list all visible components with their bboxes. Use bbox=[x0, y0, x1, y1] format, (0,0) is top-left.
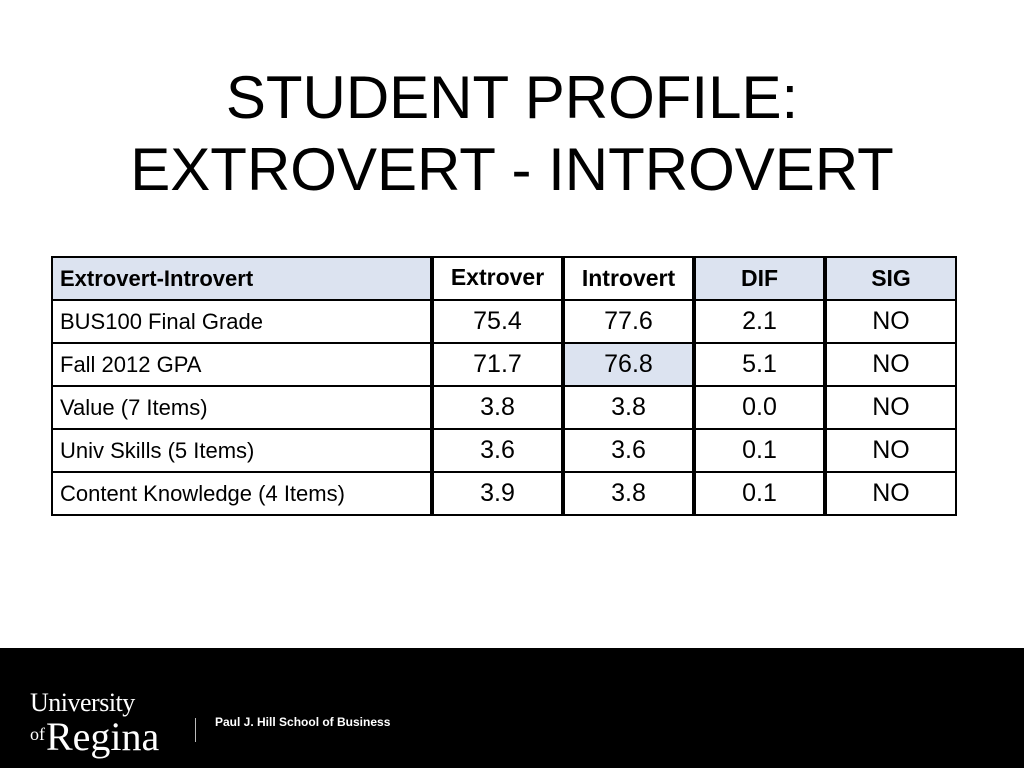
school-name: Paul J. Hill School of Business bbox=[215, 715, 391, 729]
table-row: Value (7 Items) 3.8 3.8 0.0 NO bbox=[51, 385, 957, 430]
cell-sig: NO bbox=[823, 428, 957, 473]
cell-dif: 0.0 bbox=[692, 385, 826, 430]
header-extrovert: Extrover bbox=[430, 256, 564, 301]
cell-sig: NO bbox=[823, 471, 957, 516]
row-label: Univ Skills (5 Items) bbox=[51, 428, 433, 473]
cell-dif: 2.1 bbox=[692, 299, 826, 344]
university-logo: University ofRegina bbox=[30, 690, 159, 757]
header-dif: DIF bbox=[692, 256, 826, 301]
slide-title-line-1: STUDENT PROFILE: bbox=[225, 64, 799, 131]
table-row: Fall 2012 GPA 71.7 76.8 5.1 NO bbox=[51, 342, 957, 387]
profile-table: Extrovert-Introvert Extrover Introvert D… bbox=[51, 256, 957, 516]
logo-of-text: of bbox=[30, 724, 45, 744]
slide-title: STUDENT PROFILE: EXTROVERT - INTROVERT bbox=[0, 62, 1024, 206]
cell-sig: NO bbox=[823, 299, 957, 344]
table-row: Content Knowledge (4 Items) 3.9 3.8 0.1 … bbox=[51, 471, 957, 516]
cell-dif: 5.1 bbox=[692, 342, 826, 387]
cell-introvert-highlighted: 76.8 bbox=[561, 342, 695, 387]
cell-extrovert: 3.9 bbox=[430, 471, 564, 516]
header-sig: SIG bbox=[823, 256, 957, 301]
logo-regina-line: ofRegina bbox=[30, 714, 159, 757]
logo-regina-text: Regina bbox=[46, 714, 160, 759]
cell-introvert: 3.6 bbox=[561, 428, 695, 473]
table-row: BUS100 Final Grade 75.4 77.6 2.1 NO bbox=[51, 299, 957, 344]
cell-dif: 0.1 bbox=[692, 428, 826, 473]
cell-sig: NO bbox=[823, 342, 957, 387]
cell-introvert: 77.6 bbox=[561, 299, 695, 344]
header-introvert: Introvert bbox=[561, 256, 695, 301]
footer-bar: University ofRegina Paul J. Hill School … bbox=[0, 648, 1024, 768]
table-row: Univ Skills (5 Items) 3.6 3.6 0.1 NO bbox=[51, 428, 957, 473]
cell-extrovert: 3.8 bbox=[430, 385, 564, 430]
cell-sig: NO bbox=[823, 385, 957, 430]
cell-dif: 0.1 bbox=[692, 471, 826, 516]
cell-introvert: 3.8 bbox=[561, 385, 695, 430]
cell-introvert: 3.8 bbox=[561, 471, 695, 516]
cell-extrovert: 75.4 bbox=[430, 299, 564, 344]
footer-divider bbox=[195, 718, 196, 742]
row-label: Fall 2012 GPA bbox=[51, 342, 433, 387]
slide-title-line-2: EXTROVERT - INTROVERT bbox=[130, 136, 894, 203]
row-label: BUS100 Final Grade bbox=[51, 299, 433, 344]
table-header-row: Extrovert-Introvert Extrover Introvert D… bbox=[51, 256, 957, 301]
cell-extrovert: 3.6 bbox=[430, 428, 564, 473]
row-label: Content Knowledge (4 Items) bbox=[51, 471, 433, 516]
row-label: Value (7 Items) bbox=[51, 385, 433, 430]
header-measure: Extrovert-Introvert bbox=[51, 256, 433, 301]
logo-university-text: University bbox=[30, 688, 135, 717]
cell-extrovert: 71.7 bbox=[430, 342, 564, 387]
